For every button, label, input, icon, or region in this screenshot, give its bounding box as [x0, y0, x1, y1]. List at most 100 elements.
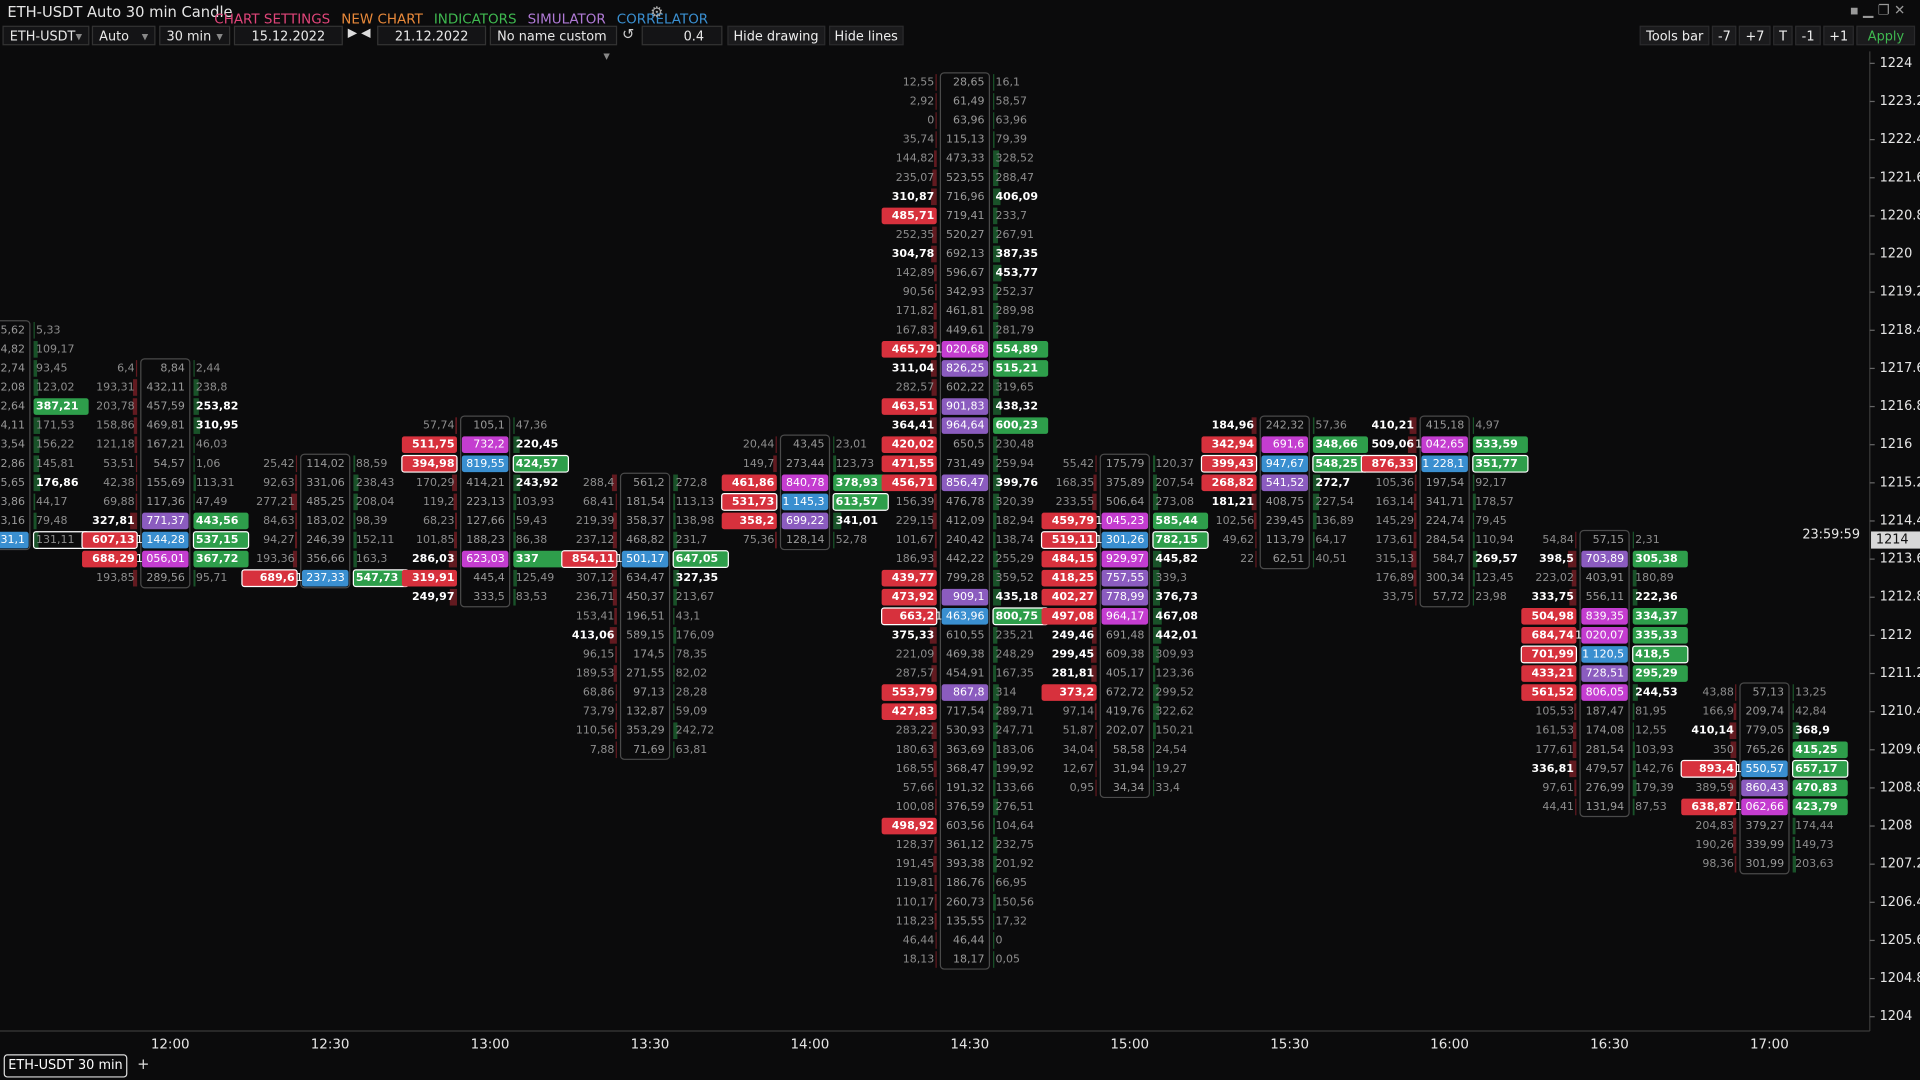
poc-outline	[881, 607, 938, 626]
sell-bar	[1574, 779, 1577, 797]
total-volume: 589,15	[626, 628, 665, 641]
sell-volume: 433,21	[1531, 667, 1574, 680]
buy-volume: 66,95	[996, 876, 1028, 889]
add-tab[interactable]: +	[137, 1055, 150, 1073]
total-volume: 368,47	[946, 762, 985, 775]
toolbar-button[interactable]: Hide lines	[828, 25, 904, 46]
sell-bar	[1095, 722, 1097, 740]
sell-volume: 373,2	[1059, 686, 1094, 699]
total-cell	[1741, 798, 1788, 816]
sell-volume: 553,79	[892, 686, 935, 699]
total-volume: 909,1	[953, 590, 985, 603]
total-volume: 719,41	[946, 209, 985, 222]
toolbar-button[interactable]: T	[1773, 25, 1794, 46]
total-cell	[1261, 455, 1309, 473]
reset-icon[interactable]: ↺	[622, 25, 635, 43]
apply-button[interactable]: Apply	[1856, 25, 1916, 46]
buy-bar	[1152, 760, 1155, 778]
settings-icon[interactable]: ⚙	[650, 3, 664, 21]
buy-bar	[673, 588, 677, 606]
buy-volume: 152,11	[356, 533, 395, 546]
sell-bar	[1092, 493, 1097, 511]
toolbar-button[interactable]: Hide drawing	[727, 25, 825, 46]
toolbar-button[interactable]: -7	[1711, 25, 1737, 46]
total-cell	[781, 493, 829, 511]
buy-volume: 467,08	[1155, 609, 1198, 622]
buy-volume: 339,3	[1155, 571, 1187, 584]
buy-bar	[1792, 836, 1796, 854]
sell-bar	[1573, 722, 1577, 740]
toolbar-button[interactable]: Tools bar	[1640, 25, 1710, 46]
total-volume: 31,1	[0, 533, 25, 546]
total-cell	[781, 512, 829, 530]
period: 30 min	[166, 29, 212, 45]
sell-bar	[1091, 665, 1097, 682]
buy-volume: 95,71	[196, 571, 228, 584]
sell-volume: 504,98	[1531, 609, 1574, 622]
total-volume: 191,32	[946, 781, 985, 794]
buy-volume: 348,66	[1315, 438, 1358, 451]
total-volume: 34,34	[1113, 781, 1145, 794]
buy-volume: 322,62	[1155, 705, 1194, 718]
total-volume: 469,81	[146, 419, 185, 432]
sell-cell	[881, 684, 937, 701]
sell-volume: 167,83	[896, 323, 935, 336]
period-select[interactable]: 30 min ▾	[159, 25, 231, 46]
toolbar-button[interactable]: -1	[1795, 25, 1821, 46]
buy-volume: 435,18	[996, 590, 1039, 603]
sell-bar	[933, 321, 937, 339]
buy-bar	[673, 646, 675, 663]
buy-bar	[193, 474, 196, 492]
play-arrows[interactable]: ▶ ◀	[347, 26, 371, 41]
sell-volume: 193,36	[256, 552, 295, 565]
buy-volume: 13,25	[1795, 686, 1827, 699]
sell-bar	[935, 74, 937, 91]
sell-bar	[933, 741, 937, 759]
toolbar-button[interactable]: +7	[1739, 25, 1771, 46]
buy-cell	[1792, 741, 1848, 759]
price-label: 1211.2	[1880, 666, 1920, 681]
sell-bar	[1729, 779, 1737, 797]
window-controls[interactable]: ▪ ▁ ❐ ✕	[1849, 2, 1906, 19]
countdown: 23:59:59	[1802, 528, 1860, 543]
buy-volume: 233,7	[996, 209, 1028, 222]
sell-bar	[132, 398, 138, 415]
total-volume: 454,91	[946, 667, 985, 680]
sell-bar	[611, 569, 617, 587]
total-volume: 1 237,33	[296, 571, 345, 584]
sell-bar	[775, 436, 777, 454]
buy-bar	[673, 722, 678, 740]
sell-volume: 223,02	[1535, 571, 1574, 584]
to-date[interactable]: 21.12.2022	[377, 25, 487, 46]
tick-input[interactable]: 0.4	[641, 25, 723, 46]
buy-volume: 46,03	[196, 438, 228, 451]
total-volume: 799,28	[946, 571, 985, 584]
toolbar-button[interactable]: +1	[1823, 25, 1855, 46]
chart-tab[interactable]: ETH-USDT 30 min	[3, 1054, 128, 1078]
buy-volume: 156,22	[36, 438, 75, 451]
buy-bar	[1472, 531, 1475, 549]
menu-item[interactable]: CHART SETTINGS	[214, 11, 331, 27]
buy-volume: 0	[996, 933, 1003, 946]
scale-select[interactable]: Auto ▾	[91, 25, 156, 46]
sell-bar	[1732, 817, 1737, 835]
menu-item[interactable]: INDICATORS	[433, 11, 517, 27]
sell-cell	[1041, 512, 1097, 530]
total-column-frame	[0, 320, 31, 551]
from-date[interactable]: 15.12.2022	[233, 25, 343, 46]
buy-bar	[1792, 855, 1797, 873]
template-select[interactable]: No name custom ▾	[489, 25, 618, 64]
sell-cell	[881, 569, 937, 587]
menu-item[interactable]: SIMULATOR	[527, 11, 606, 27]
symbol-select[interactable]: ETH-USDT ▾	[2, 25, 90, 46]
buy-bar	[1472, 569, 1475, 587]
menu-item[interactable]: CORRELATOR	[616, 11, 709, 27]
total-volume: 929,97	[1106, 552, 1145, 565]
total-volume: 175,79	[1106, 457, 1145, 470]
sell-bar	[773, 455, 777, 473]
cluster: 25,42 114,02 88,59 92,63 331,06 238,43 277,21 4…	[241, 453, 410, 589]
total-volume: 4,82	[0, 342, 25, 355]
menu-item[interactable]: NEW CHART	[341, 11, 423, 27]
buy-volume: 548,25	[1315, 457, 1358, 470]
time-label: 13:00	[471, 1037, 510, 1052]
